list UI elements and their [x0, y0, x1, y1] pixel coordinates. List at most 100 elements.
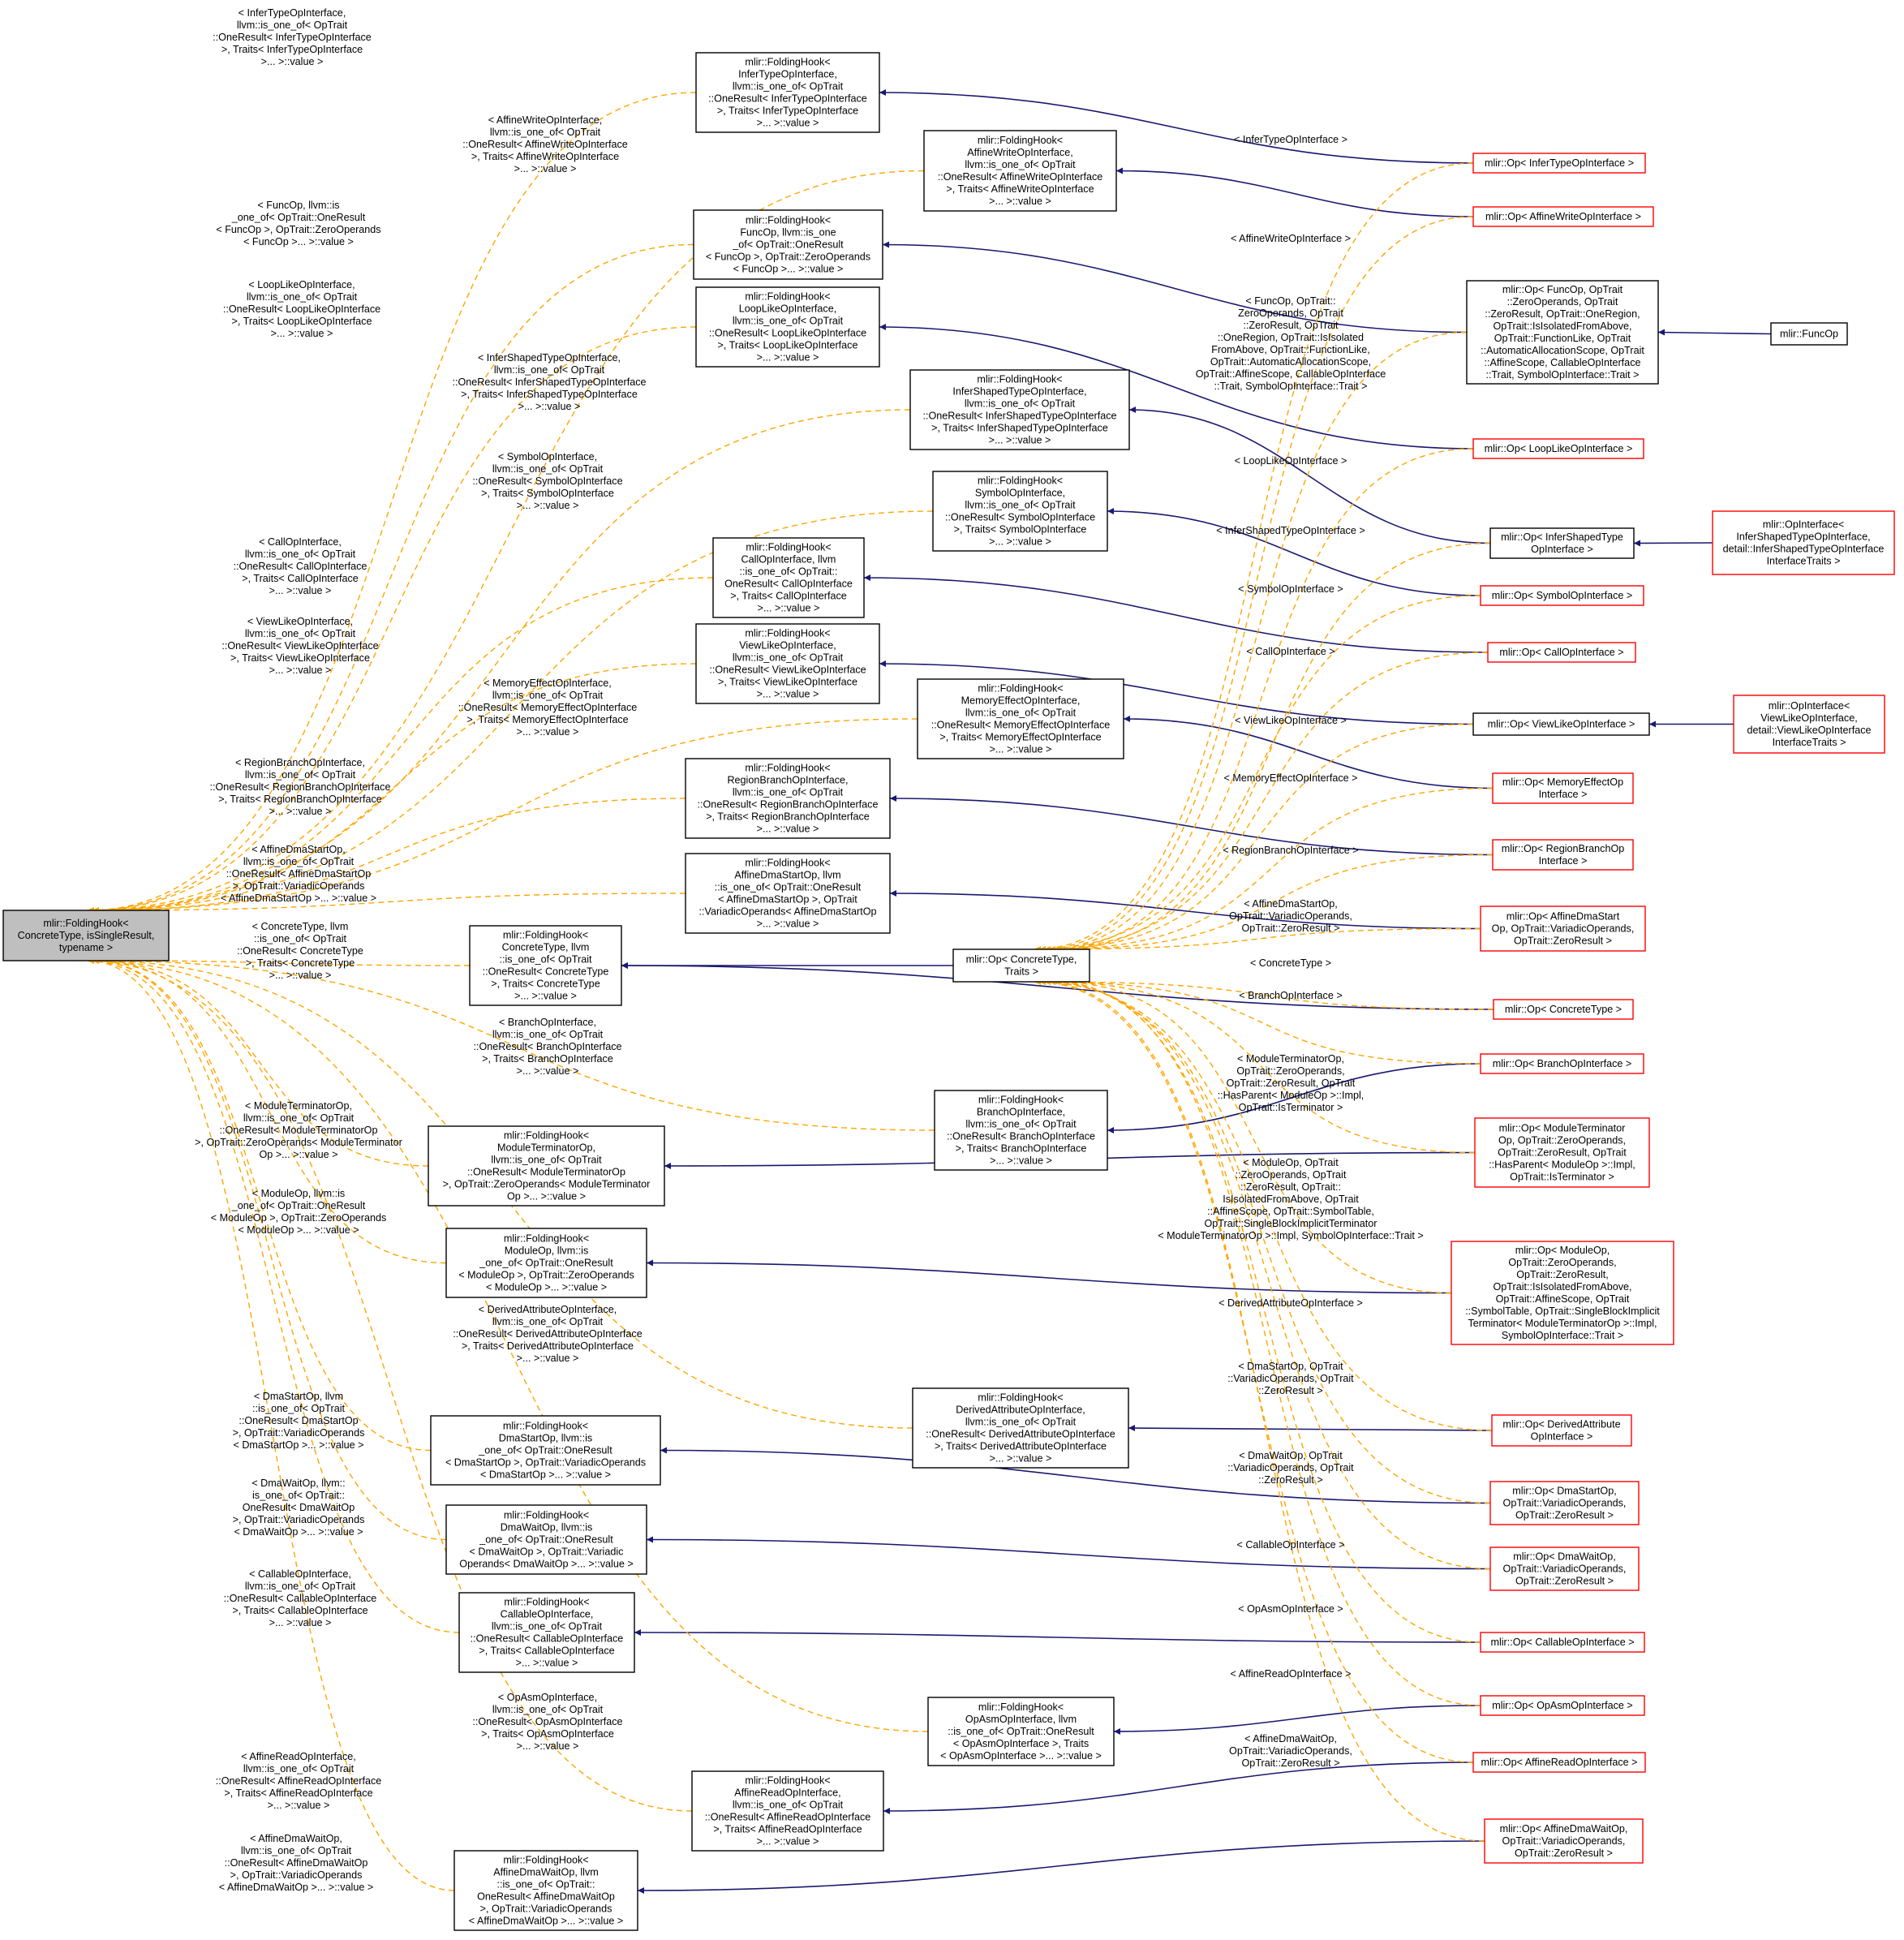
node-label: mlir::FoldingHook< LoopLikeOpInterface, ll… [709, 291, 866, 363]
edge-op_symbol-to-fh_symbol [1107, 508, 1481, 596]
node-op-infertype[interactable]: mlir::Op< InferTypeOpInterface > [1472, 153, 1646, 174]
node-fh-affinedmastart[interactable]: mlir::FoldingHook< AffineDmaStartOp, llvm… [685, 853, 891, 934]
node-label: mlir::FoldingHook< ModuleTerminatorOp, llv… [443, 1130, 651, 1202]
edge-op_affinedmawait-to-fh_affinedmawait [637, 1840, 1485, 1894]
lbl-op-affinedmastart: < AffineDmaStartOp, OpTrait::VariadicOper… [1229, 898, 1352, 934]
node-box [909, 369, 1130, 450]
node-op-affinedmastart[interactable]: mlir::Op< AffineDmaStart Op, OpTrait::Var… [1480, 905, 1646, 952]
node-fh-concrete[interactable]: mlir::FoldingHook< ConcreteType, llvm::is… [469, 925, 622, 1006]
edge-op_concrete-to-op_concrete_traits [1038, 979, 1494, 1010]
node-box [1480, 1053, 1644, 1074]
node-box [1480, 905, 1646, 952]
edge-fh_memeffect-to-root [92, 718, 918, 914]
node-fh-viewlike[interactable]: mlir::FoldingHook< ViewLikeOpInterface, ll… [695, 623, 880, 704]
node-fh-affineread[interactable]: mlir::FoldingHook< AffineReadOpInterface,… [691, 1770, 884, 1852]
edge-op_infershaped-to-op_concrete_traits [1053, 542, 1491, 953]
node-label: mlir::FoldingHook< ConcreteType, llvm::is… [483, 930, 609, 1002]
node-fh-branch[interactable]: mlir::FoldingHook< BranchOpInterface, llvm… [934, 1090, 1108, 1171]
node-box [430, 1415, 661, 1486]
node-op-concrete-traits[interactable]: mlir::Op< ConcreteType, Traits > [952, 948, 1090, 983]
node-op-memeffect[interactable]: mlir::Op< MemoryEffectOp Interface > [1492, 772, 1634, 804]
edge-fh_moduleterm-to-root [92, 957, 429, 1167]
node-label: mlir::Op< RegionBranchOp Interface > [1502, 843, 1625, 867]
node-op-opasm[interactable]: mlir::Op< OpAsmOpInterface > [1480, 1695, 1645, 1716]
node-label: mlir::OpInterface< ViewLikeOpInterface, de… [1747, 700, 1871, 748]
node-op-moduleop[interactable]: mlir::Op< ModuleOp, OpTrait::ZeroOperands… [1451, 1241, 1674, 1345]
node-fh-affinedmawait[interactable]: mlir::FoldingHook< AffineDmaWaitOp, llvm:… [453, 1850, 638, 1931]
node-fh-derivedattr[interactable]: mlir::FoldingHook< DerivedAttributeOpInte… [912, 1387, 1129, 1469]
node-opif-infershaped[interactable]: mlir::OpInterface< InferShapedTypeOpInter… [1712, 510, 1895, 575]
lbl-op-funcop: < FuncOp, OpTrait:: ZeroOperands, OpTrait… [1196, 295, 1386, 392]
lbl-fh-looplike: < LoopLikeOpInterface, llvm::is_one_of< O… [223, 279, 380, 339]
node-op-dmastart[interactable]: mlir::Op< DmaStartOp, OpTrait::VariadicOp… [1489, 1481, 1640, 1525]
edge-op_funcop-to-fh_funcop [882, 241, 1468, 333]
node-box [923, 130, 1117, 212]
node-fh-affinewrite[interactable]: mlir::FoldingHook< AffineWriteOpInterface… [923, 130, 1117, 212]
node-op-callable[interactable]: mlir::Op< CallableOpInterface > [1480, 1632, 1645, 1653]
node-fh-memeffect[interactable]: mlir::FoldingHook< MemoryEffectOpInterfac… [917, 678, 1124, 759]
node-op-affinedmawait[interactable]: mlir::Op< AffineDmaWaitOp, OpTrait::Varia… [1484, 1818, 1644, 1864]
node-opif-viewlike[interactable]: mlir::OpInterface< ViewLikeOpInterface, de… [1733, 695, 1885, 754]
node-label: mlir::Op< ConcreteType > [1505, 1004, 1622, 1015]
node-fh-symbol[interactable]: mlir::FoldingHook< SymbolOpInterface, llvm… [932, 471, 1108, 552]
edge-op_moduleop-to-fh_moduleop [646, 1259, 1452, 1294]
node-op-affinewrite[interactable]: mlir::Op< AffineWriteOpInterface > [1472, 206, 1654, 227]
lbl-fh-funcop: < FuncOp, llvm::is _one_of< OpTrait::OneR… [216, 200, 380, 247]
edge-op_dmastart-to-fh_dmastart [660, 1447, 1491, 1504]
node-op-viewlike[interactable]: mlir::Op< ViewLikeOpInterface > [1472, 712, 1650, 736]
node-fh-funcop[interactable]: mlir::FoldingHook< FuncOp, llvm::is_one _o… [693, 209, 883, 280]
node-box [453, 1850, 638, 1931]
node-label: mlir::FoldingHook< OpAsmOpInterface, llvm… [940, 1701, 1102, 1761]
node-label: mlir::FoldingHook< RegionBranchOpInterfac… [698, 763, 879, 835]
lbl-op-viewlike: < ViewLikeOpInterface > [1235, 715, 1347, 726]
node-op-derivedattr[interactable]: mlir::Op< DerivedAttribute OpInterface > [1491, 1414, 1632, 1447]
lbl-fh-dmastart: < DmaStartOp, llvm::is_one_of< OpTrait::… [233, 1391, 365, 1451]
node-op-concrete[interactable]: mlir::Op< ConcreteType > [1493, 999, 1634, 1020]
node-label: mlir::FoldingHook< InferShapedTypeOpInter… [922, 374, 1116, 446]
node-fh-dmastart[interactable]: mlir::FoldingHook< DmaStartOp, llvm::is _o… [430, 1415, 661, 1486]
node-fh-infershaped[interactable]: mlir::FoldingHook< InferShapedTypeOpInter… [909, 369, 1130, 450]
node-op-dmawait[interactable]: mlir::Op< DmaWaitOp, OpTrait::VariadicOpe… [1489, 1546, 1640, 1591]
node-funcop[interactable]: mlir::FuncOp [1770, 322, 1848, 346]
node-op-branch[interactable]: mlir::Op< BranchOpInterface > [1480, 1053, 1644, 1074]
node-op-affineread[interactable]: mlir::Op< AffineReadOpInterface > [1472, 1752, 1646, 1773]
edge-op_looplike-to-fh_looplike [879, 324, 1474, 450]
node-fh-moduleterm[interactable]: mlir::FoldingHook< ModuleTerminatorOp, llv… [428, 1125, 665, 1207]
node-op-moduleterm[interactable]: mlir::Op< ModuleTerminator Op, OpTrait::Z… [1474, 1117, 1650, 1188]
node-fh-dmawait[interactable]: mlir::FoldingHook< DmaWaitOp, llvm::is _on… [445, 1504, 647, 1575]
node-box [445, 1228, 647, 1298]
node-label: mlir::FoldingHook< InferTypeOpInterface, l… [708, 57, 867, 129]
node-fh-regionbranch[interactable]: mlir::FoldingHook< RegionBranchOpInterfac… [685, 758, 891, 839]
node-fh-opasm[interactable]: mlir::FoldingHook< OpAsmOpInterface, llvm… [927, 1697, 1115, 1766]
node-op-infershaped[interactable]: mlir::Op< InferShapedType OpInterface > [1489, 527, 1635, 559]
node-fh-moduleop[interactable]: mlir::FoldingHook< ModuleOp, llvm::is _one… [445, 1228, 647, 1298]
edge-fh_infertype-to-root [87, 92, 697, 914]
lbl-fh-affinedmawait: < AffineDmaWaitOp, llvm::is_one_of< OpTra… [219, 1833, 373, 1893]
node-op-call[interactable]: mlir::Op< CallOpInterface > [1487, 642, 1636, 663]
node-box [1472, 206, 1654, 227]
node-fh-call[interactable]: mlir::FoldingHook< CallOpInterface, llvm:… [712, 537, 865, 618]
edge-op_moduleop-to-op_concrete_traits [1053, 979, 1452, 1294]
node-op-regionbranch[interactable]: mlir::Op< RegionBranchOp Interface > [1492, 839, 1634, 871]
lbl-op-callable: < CallableOpInterface > [1236, 1539, 1344, 1551]
node-fh-looplike[interactable]: mlir::FoldingHook< LoopLikeOpInterface, ll… [695, 286, 880, 368]
node-op-symbol[interactable]: mlir::Op< SymbolOpInterface > [1480, 585, 1644, 606]
edge-op_infershaped-to-fh_infershaped [1128, 406, 1491, 544]
node-label: mlir::OpInterface< InferShapedTypeOpInter… [1723, 519, 1885, 567]
node-fh-callable[interactable]: mlir::FoldingHook< CallableOpInterface, ll… [458, 1592, 635, 1673]
edge-op_callable-to-fh_callable [634, 1629, 1481, 1643]
node-op-funcop[interactable]: mlir::Op< FuncOp, OpTrait::ZeroOperands,… [1466, 280, 1659, 385]
node-box [428, 1125, 665, 1207]
node-root[interactable]: mlir::FoldingHook< ConcreteType, isSingle… [2, 910, 170, 961]
node-label: mlir::Op< DerivedAttribute OpInterface > [1502, 1419, 1620, 1443]
edge-labels-layer: < InferTypeOpInterface, llvm::is_one_of< … [195, 7, 1424, 1893]
node-label: mlir::FoldingHook< AffineWriteOpInterface… [938, 135, 1103, 207]
node-label: mlir::FoldingHook< DmaWaitOp, llvm::is _on… [459, 1510, 633, 1570]
node-op-looplike[interactable]: mlir::Op< LoopLikeOpInterface > [1472, 438, 1644, 459]
node-fh-infertype[interactable]: mlir::FoldingHook< InferTypeOpInterface, l… [695, 52, 880, 133]
edge-op_regionbranch-to-fh_regionbranch [889, 795, 1494, 856]
edge-op_funcop-to-op_concrete_traits [1043, 331, 1468, 953]
node-label: mlir::Op< FuncOp, OpTrait::ZeroOperands,… [1481, 284, 1644, 381]
lbl-op-memeffect: < MemoryEffectOpInterface > [1224, 772, 1358, 784]
edge-fh_affineread-to-root [87, 957, 693, 1812]
